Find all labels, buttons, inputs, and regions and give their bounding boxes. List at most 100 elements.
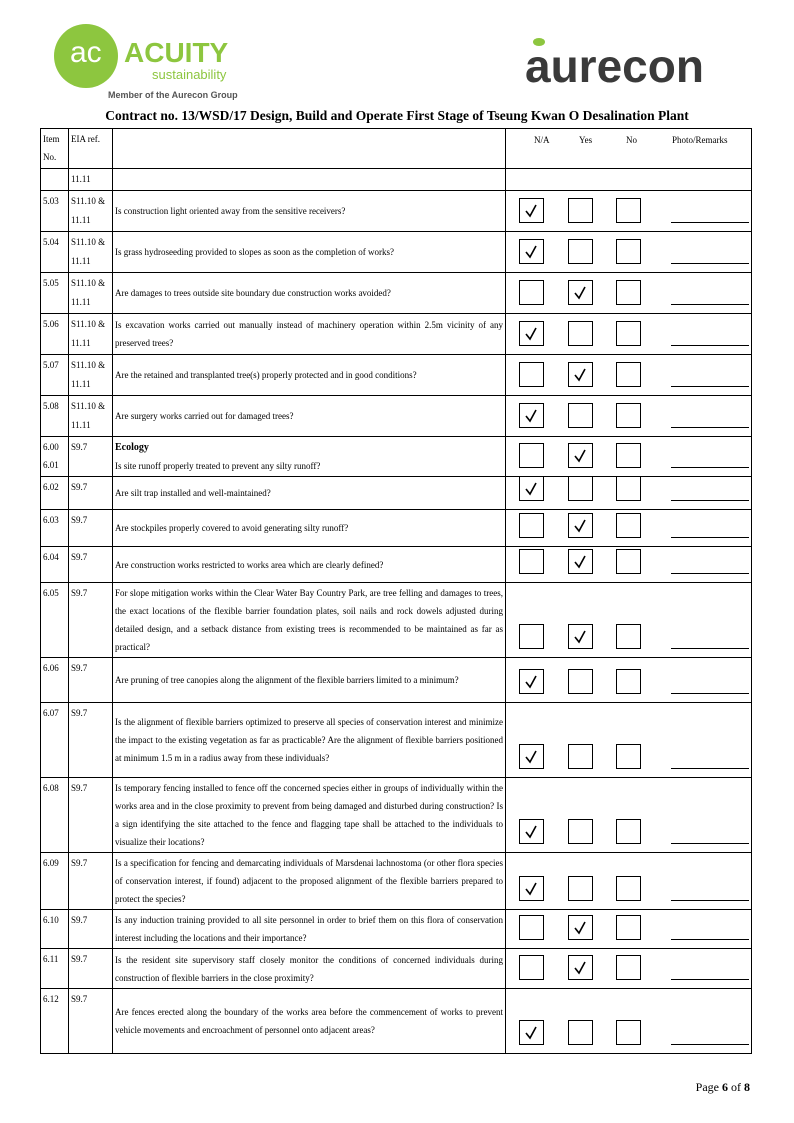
question: Are silt trap installed and well-maintai… — [115, 488, 271, 498]
question-cell: Are silt trap installed and well-maintai… — [112, 476, 506, 510]
answer-cell — [505, 852, 752, 910]
remarks-line — [671, 648, 749, 649]
ref: S11.10 & 11.11 — [71, 401, 106, 430]
checkbox — [616, 549, 641, 574]
checkbox — [568, 876, 593, 901]
acuity-member: Member of the Aurecon Group — [108, 90, 238, 100]
check-mark — [574, 368, 586, 382]
answer-cell — [505, 190, 752, 232]
checkbox — [568, 915, 593, 940]
answer-cell — [505, 546, 752, 583]
question: Are damages to trees outside site bounda… — [115, 288, 391, 298]
remarks-line — [671, 500, 749, 501]
option-header: No — [626, 135, 637, 145]
checkbox — [568, 403, 593, 428]
question-cell: Is a specification for fencing and demar… — [112, 852, 506, 910]
aurecon-leaf — [533, 38, 545, 46]
item: 5.07 — [43, 360, 59, 370]
checkbox — [568, 669, 593, 694]
checkbox — [568, 198, 593, 223]
checkbox — [616, 239, 641, 264]
question-cell: Are surgery works carried out for damage… — [112, 395, 506, 437]
item-cell: 6.03 — [40, 509, 69, 547]
question: Is the alignment of flexible barriers op… — [115, 717, 503, 763]
ref: S9.7 — [71, 858, 88, 868]
answer-cell — [505, 777, 752, 853]
item-cell — [40, 168, 69, 191]
item: 6.09 — [43, 858, 59, 868]
item-cell: 6.10 — [40, 909, 69, 949]
ref-cell: S9.7 — [68, 476, 113, 510]
ref-cell: S9.7 — [68, 582, 113, 658]
ref-cell: S9.7 — [68, 546, 113, 583]
ref-cell: S9.7 — [68, 777, 113, 853]
question-cell: Are damages to trees outside site bounda… — [112, 272, 506, 314]
answer-cell — [505, 231, 752, 273]
question-cell: Is excavation works carried out manually… — [112, 313, 506, 355]
item: 5.06 — [43, 319, 59, 329]
checkbox — [519, 403, 544, 428]
question: Is any induction training provided to al… — [115, 915, 503, 943]
checkbox — [519, 549, 544, 574]
checkbox — [568, 624, 593, 649]
item-cell: 6.09 — [40, 852, 69, 910]
item-cell: 6.04 — [40, 546, 69, 583]
item-cell: 6.12 — [40, 988, 69, 1054]
checkbox — [568, 1020, 593, 1045]
item: 6.00 — [43, 442, 59, 452]
question: For slope mitigation works within the Cl… — [115, 588, 503, 652]
question: Is grass hydroseeding provided to slopes… — [115, 247, 394, 257]
remarks-line — [671, 386, 749, 387]
ref-cell: S9.7 — [68, 852, 113, 910]
remarks-line — [671, 304, 749, 305]
checkbox — [568, 477, 593, 501]
ref-cell: S11.10 & 11.11 — [68, 313, 113, 355]
answer-cell — [505, 988, 752, 1054]
ref: S9.7 — [71, 915, 88, 925]
checkbox — [616, 669, 641, 694]
check-mark — [574, 449, 586, 463]
ref-cell: S11.10 & 11.11 — [68, 272, 113, 314]
check-mark — [525, 482, 537, 496]
checklist-table: Item No. EIA ref. N/A Yes No Photo/Remar… — [40, 128, 752, 1054]
item-cell: 6.11 — [40, 948, 69, 989]
question: Are surgery works carried out for damage… — [115, 411, 294, 421]
checkbox — [519, 443, 544, 468]
item: 6.06 — [43, 663, 59, 673]
checkbox — [519, 198, 544, 223]
item: 5.08 — [43, 401, 59, 411]
row: 6.07 S9.7 Is the alignment of flexible bar… — [40, 702, 752, 778]
remarks-line — [671, 427, 749, 428]
checkbox — [568, 280, 593, 305]
checkbox — [568, 744, 593, 769]
question: Is excavation works carried out manually… — [115, 320, 503, 348]
check-mark — [525, 409, 537, 423]
answer-cell — [505, 948, 752, 989]
item: 6.08 — [43, 783, 59, 793]
check-mark — [574, 921, 586, 935]
ref-cell: S9.7 — [68, 657, 113, 703]
item: 6.05 — [43, 588, 59, 598]
check-mark — [525, 1026, 537, 1040]
row: 6.10 S9.7 Is any induction training provid… — [40, 909, 752, 949]
item: 6.07 — [43, 708, 59, 718]
ref: S9.7 — [71, 994, 88, 1004]
row: 11.11 — [40, 168, 752, 191]
ref: S11.10 & 11.11 — [71, 196, 106, 225]
ref-cell: S11.10 & 11.11 — [68, 190, 113, 232]
row: 5.07 S11.10 & 11.11 Are the retained and t… — [40, 354, 752, 396]
checkbox — [568, 513, 593, 538]
answer-cell — [505, 657, 752, 703]
row: 6.04 S9.7 Are construction works restricte… — [40, 546, 752, 583]
question: Are fences erected along the boundary of… — [115, 1007, 503, 1035]
item: 6.04 — [43, 552, 59, 562]
question: Is the resident site supervisory staff c… — [115, 954, 503, 983]
row: 6.00 6.01 S9.7 Ecology Is site runoff proper… — [40, 436, 752, 477]
checkbox — [616, 744, 641, 769]
checkbox — [616, 280, 641, 305]
row: 5.05 S11.10 & 11.11 Are damages to trees o… — [40, 272, 752, 314]
checkbox — [568, 443, 593, 468]
question-cell: Is the alignment of flexible barriers op… — [112, 702, 506, 778]
ref: S11.10 & 11.11 — [71, 237, 106, 266]
